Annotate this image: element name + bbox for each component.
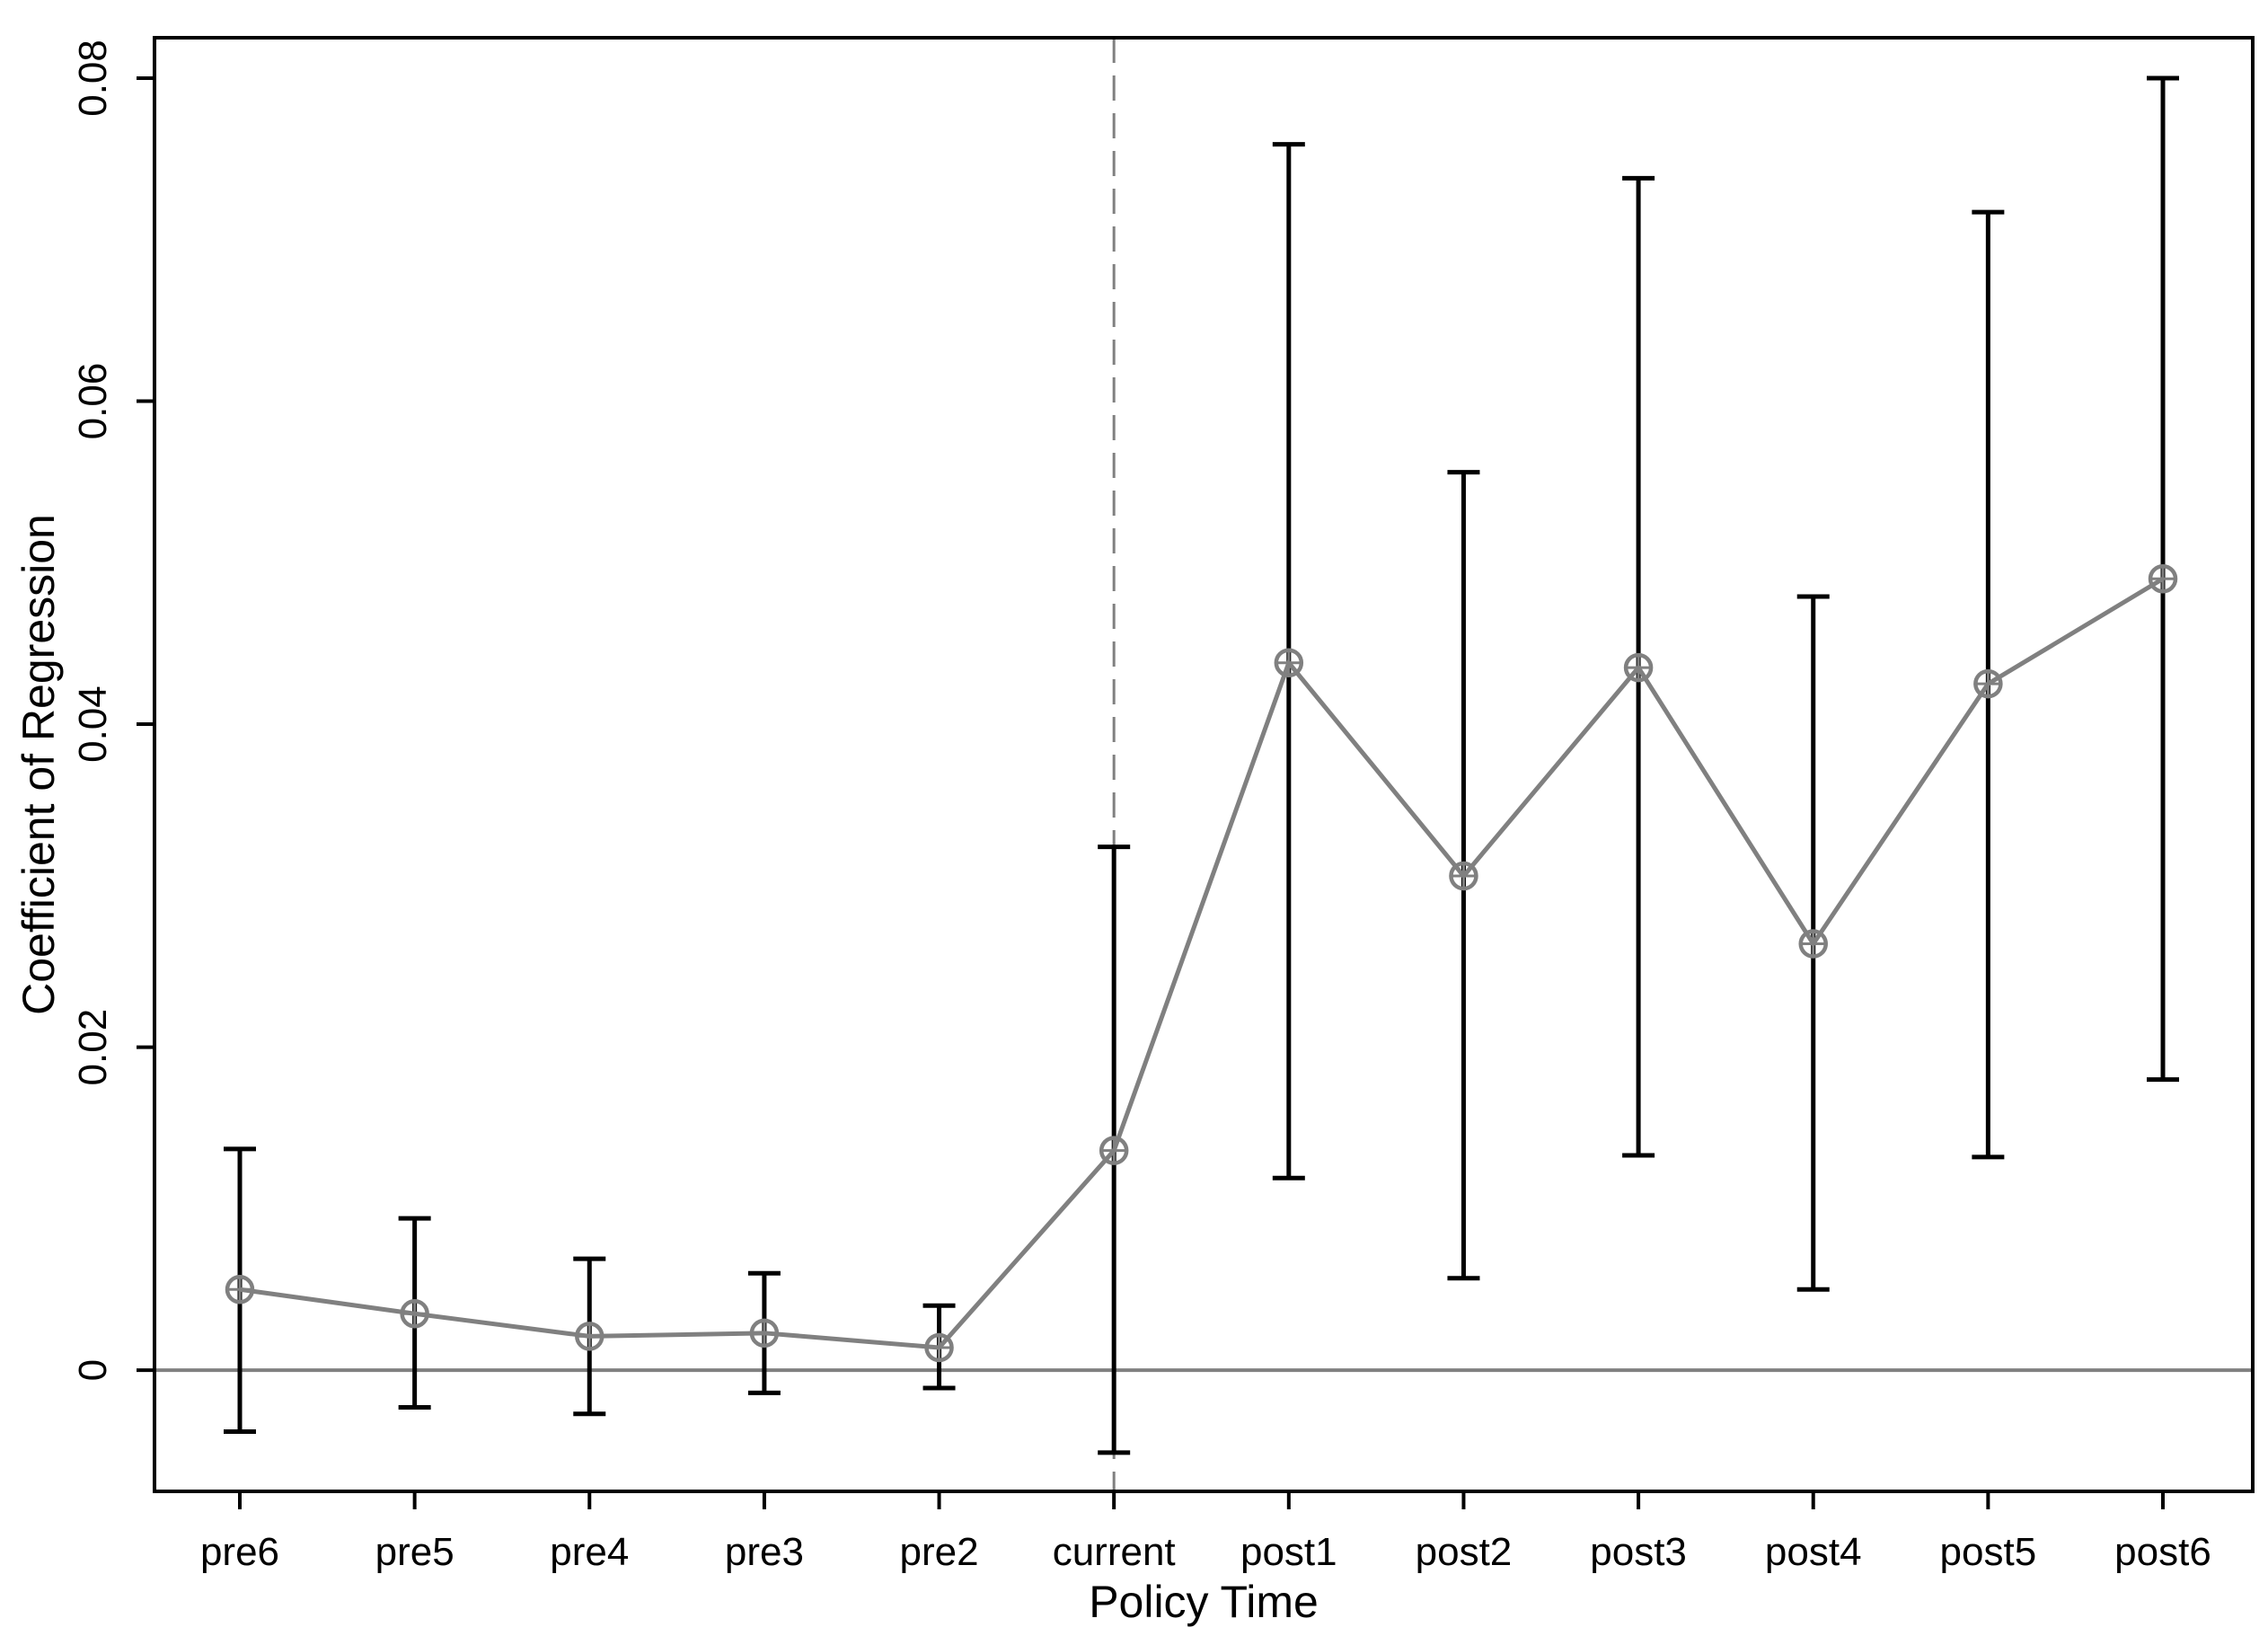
y-tick-label-0.02: 0.02 — [71, 1009, 115, 1086]
data-point-post2 — [1449, 861, 1478, 891]
x-tick-label-pre2: pre2 — [900, 1530, 979, 1574]
x-tick-label-pre4: pre4 — [550, 1530, 629, 1574]
x-tick-label-post1: post1 — [1240, 1530, 1337, 1574]
y-tick-label-0.04: 0.04 — [71, 685, 115, 763]
y-axis-title: Coefficient of Regression — [13, 514, 64, 1015]
x-tick-label-pre3: pre3 — [725, 1530, 804, 1574]
data-point-post5 — [1973, 668, 2003, 699]
x-tick-label-pre6: pre6 — [200, 1530, 279, 1574]
x-tick-label-post5: post5 — [1940, 1530, 2037, 1574]
x-axis-title: Policy Time — [1089, 1577, 1319, 1627]
x-tick-label-post2: post2 — [1416, 1530, 1513, 1574]
x-tick-label-post6: post6 — [2114, 1530, 2211, 1574]
x-tick-label-pre5: pre5 — [375, 1530, 454, 1574]
y-tick-labels: 0 0.02 0.04 0.06 0.08 — [71, 40, 115, 1381]
data-point-pre2 — [924, 1332, 954, 1363]
data-point-post3 — [1623, 652, 1654, 683]
data-point-pre6 — [225, 1275, 255, 1304]
plot-frame — [153, 36, 2255, 1493]
series-line-group — [239, 577, 2165, 1350]
x-tick-labels: pre6 pre5 pre4 pre3 pre2 current post1 post2 pos… — [200, 1530, 2211, 1574]
y-tick-label-0.06: 0.06 — [71, 363, 115, 440]
data-point-post4 — [1798, 929, 1828, 959]
data-point-pre5 — [400, 1298, 429, 1329]
x-tick-label-post3: post3 — [1590, 1530, 1687, 1574]
x-tick-label-current: current — [1053, 1530, 1176, 1574]
data-point-post6 — [2148, 564, 2178, 594]
x-tick-label-post4: post4 — [1765, 1530, 1862, 1574]
data-point-pre3 — [749, 1318, 780, 1349]
data-point-current — [1099, 1136, 1129, 1165]
y-tick-label-0: 0 — [71, 1359, 115, 1381]
series-line — [239, 577, 2165, 1350]
axes — [137, 36, 2255, 1509]
series-points — [225, 564, 2178, 1363]
data-point-post1 — [1274, 648, 1304, 677]
data-point-pre4 — [575, 1322, 605, 1351]
y-tick-label-0.08: 0.08 — [71, 40, 115, 117]
